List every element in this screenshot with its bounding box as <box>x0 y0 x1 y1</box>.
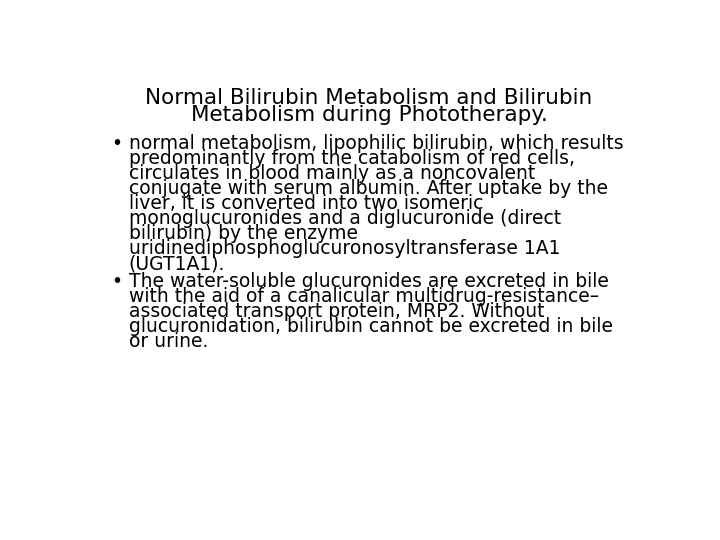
Text: Normal Bilirubin Metabolism and Bilirubin: Normal Bilirubin Metabolism and Bilirubi… <box>145 88 593 108</box>
Text: The water-soluble glucuronides are excreted in bile: The water-soluble glucuronides are excre… <box>129 272 608 291</box>
Text: or urine.: or urine. <box>129 333 208 352</box>
Text: associated transport protein, MRP2. Without: associated transport protein, MRP2. With… <box>129 302 544 321</box>
Text: •: • <box>112 134 123 153</box>
Text: Metabolism during Phototherapy.: Metabolism during Phototherapy. <box>191 105 547 125</box>
Text: monoglucuronides and a diglucuronide (direct: monoglucuronides and a diglucuronide (di… <box>129 209 561 228</box>
Text: liver, it is converted into two isomeric: liver, it is converted into two isomeric <box>129 194 483 213</box>
Text: bilirubin) by the enzyme: bilirubin) by the enzyme <box>129 224 358 243</box>
Text: •: • <box>112 272 123 291</box>
Text: (UGT1A1).: (UGT1A1). <box>129 254 225 273</box>
Text: predominantly from the catabolism of red cells,: predominantly from the catabolism of red… <box>129 149 575 168</box>
Text: glucuronidation, bilirubin cannot be excreted in bile: glucuronidation, bilirubin cannot be exc… <box>129 318 613 336</box>
Text: with the aid of a canalicular multidrug-resistance–: with the aid of a canalicular multidrug-… <box>129 287 599 306</box>
Text: uridinediphosphoglucuronosyltransferase 1A1: uridinediphosphoglucuronosyltransferase … <box>129 239 560 258</box>
Text: conjugate with serum albumin. After uptake by the: conjugate with serum albumin. After upta… <box>129 179 608 198</box>
Text: normal metabolism, lipophilic bilirubin, which results: normal metabolism, lipophilic bilirubin,… <box>129 134 624 153</box>
Text: circulates in blood mainly as a noncovalent: circulates in blood mainly as a noncoval… <box>129 164 535 183</box>
